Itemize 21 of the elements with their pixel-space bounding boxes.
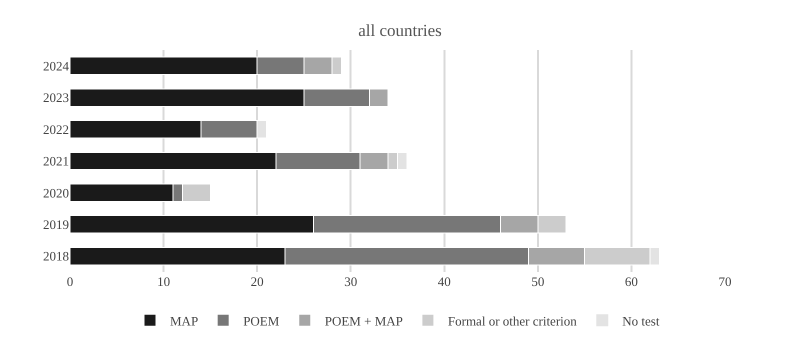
x-tick-label: 10 <box>157 274 170 289</box>
y-tick-label: 2022 <box>43 122 69 137</box>
legend-label: POEM <box>243 313 280 328</box>
legend-label: MAP <box>170 313 198 328</box>
y-tick-label: 2019 <box>43 216 69 232</box>
legend-label: No test <box>622 313 660 328</box>
y-tick-label: 2023 <box>43 90 69 106</box>
x-tick-label: 60 <box>624 274 638 289</box>
x-tick-label: 0 <box>66 274 74 289</box>
legend-label: POEM + MAP <box>324 313 403 328</box>
x-tick-label: 20 <box>250 274 264 289</box>
y-tick-label: 2018 <box>43 248 69 264</box>
y-tick-label: 2020 <box>43 185 69 200</box>
y-tick-label: 2024 <box>43 58 70 74</box>
chart-title: all countries <box>358 21 442 40</box>
x-tick-label: 30 <box>344 274 358 289</box>
x-tick-label: 40 <box>438 274 451 289</box>
legend-label: Formal or other criterion <box>448 313 578 328</box>
x-tick-label: 50 <box>531 274 544 289</box>
x-tick-label: 70 <box>718 274 732 289</box>
y-tick-label: 2021 <box>43 154 69 169</box>
